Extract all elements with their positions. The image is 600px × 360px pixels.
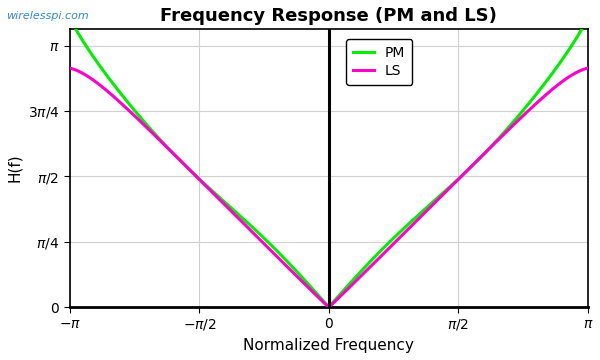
Line: PM: PM [70,18,588,307]
LS [475,158,482,162]
Text: wirelesspi.com: wirelesspi.com [6,11,89,21]
LS [66,66,73,70]
PM [475,158,482,162]
Line: LS: LS [70,68,588,307]
PM [66,16,73,21]
PM [569,42,577,46]
LS [569,72,577,77]
X-axis label: Normalized Frequency: Normalized Frequency [244,338,414,353]
LS [92,80,100,84]
Legend: PM, LS: PM, LS [346,39,412,85]
LS [304,285,311,289]
PM [92,59,100,63]
PM [584,16,592,21]
Title: Frequency Response (PM and LS): Frequency Response (PM and LS) [160,7,497,25]
LS [318,298,325,303]
LS [584,66,592,70]
Y-axis label: H(f): H(f) [7,154,22,183]
PM [304,282,311,286]
LS [569,72,577,77]
PM [569,41,577,46]
LS [325,305,332,309]
PM [318,297,325,301]
PM [325,305,332,309]
